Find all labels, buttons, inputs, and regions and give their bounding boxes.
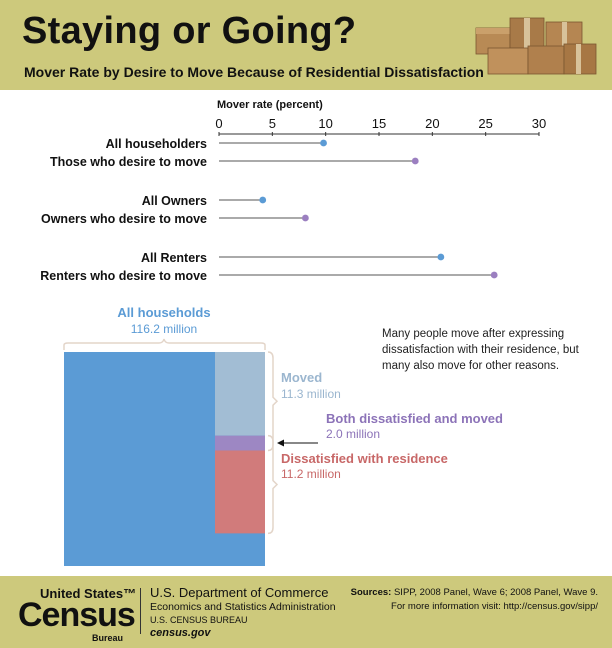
page-title: Staying or Going? xyxy=(22,10,357,52)
dissatisfied-label: Dissatisfied with residence xyxy=(281,451,448,466)
category-label: Those who desire to move xyxy=(50,155,207,169)
x-tick-label: 20 xyxy=(425,116,439,131)
sources-line: Sources: SIPP, 2008 Panel, Wave 6; 2008 … xyxy=(351,587,598,598)
x-tick-label: 10 xyxy=(318,116,332,131)
lollipop-point xyxy=(490,271,498,279)
sources-text: SIPP, 2008 Panel, Wave 6; 2008 Panel, Wa… xyxy=(393,587,598,598)
total-brace xyxy=(63,338,266,350)
category-label: All Owners xyxy=(142,194,207,208)
moved-value: 11.3 million xyxy=(281,387,341,401)
moved-segment xyxy=(215,352,265,436)
moved-label: Moved xyxy=(281,370,322,385)
header-banner: Staying or Going? Mover Rate by Desire t… xyxy=(0,0,612,90)
dissatisfied-value: 11.2 million xyxy=(281,467,341,481)
both-label: Both dissatisfied and moved xyxy=(326,411,503,426)
explanatory-note: Many people move after expressing dissat… xyxy=(382,328,579,372)
lollipop-point xyxy=(302,214,309,222)
total-label: All households xyxy=(117,305,210,320)
footer-banner: United States™ Census Bureau U.S. Depart… xyxy=(0,576,612,648)
category-label: Owners who desire to move xyxy=(41,212,207,226)
lollipop-point xyxy=(320,139,327,147)
category-label: All householders xyxy=(106,137,207,151)
total-value: 116.2 million xyxy=(131,322,197,336)
lollipop-point xyxy=(411,157,419,165)
census-logo-top: United States™ xyxy=(40,586,137,601)
dissatisfied-segment xyxy=(215,450,265,534)
both-value: 2.0 million xyxy=(326,427,380,441)
category-label: Renters who desire to move xyxy=(40,269,207,283)
moved-brace xyxy=(267,351,279,452)
mover-rate-chart: Mover rate (percent) 0 5 10 15 20 25 30 All hous… xyxy=(40,99,546,283)
sources-label: Sources: xyxy=(350,587,392,598)
x-tick-label: 30 xyxy=(532,116,546,131)
census-gov-link[interactable]: census.gov xyxy=(150,627,211,639)
x-axis-title: Mover rate (percent) xyxy=(217,99,323,111)
x-tick-label: 0 xyxy=(215,116,222,131)
dept-esa: Economics and Statistics Administration xyxy=(150,601,336,613)
x-tick-label: 5 xyxy=(269,116,276,131)
both-segment xyxy=(215,435,265,451)
moving-boxes-icon xyxy=(475,17,597,75)
census-logo-wordmark: Census xyxy=(18,596,136,634)
census-logo-bureau: Bureau xyxy=(92,633,124,643)
x-tick-label: 15 xyxy=(372,116,386,131)
category-label: All Renters xyxy=(141,251,207,265)
dissatisfied-brace xyxy=(267,434,279,535)
households-area-chart: All households 116.2 million Moved 11.3 mil… xyxy=(63,305,503,566)
footer-divider xyxy=(140,588,141,634)
both-arrow-head xyxy=(277,439,284,447)
lollipop-point xyxy=(437,253,445,261)
page-subtitle: Mover Rate by Desire to Move Because of … xyxy=(24,64,484,80)
dept-census-bureau: U.S. CENSUS BUREAU xyxy=(150,615,248,625)
dept-commerce: U.S. Department of Commerce xyxy=(150,585,329,600)
x-tick-label: 25 xyxy=(478,116,492,131)
more-info-link[interactable]: For more information visit: http://censu… xyxy=(391,601,598,612)
lollipop-point xyxy=(259,196,267,204)
